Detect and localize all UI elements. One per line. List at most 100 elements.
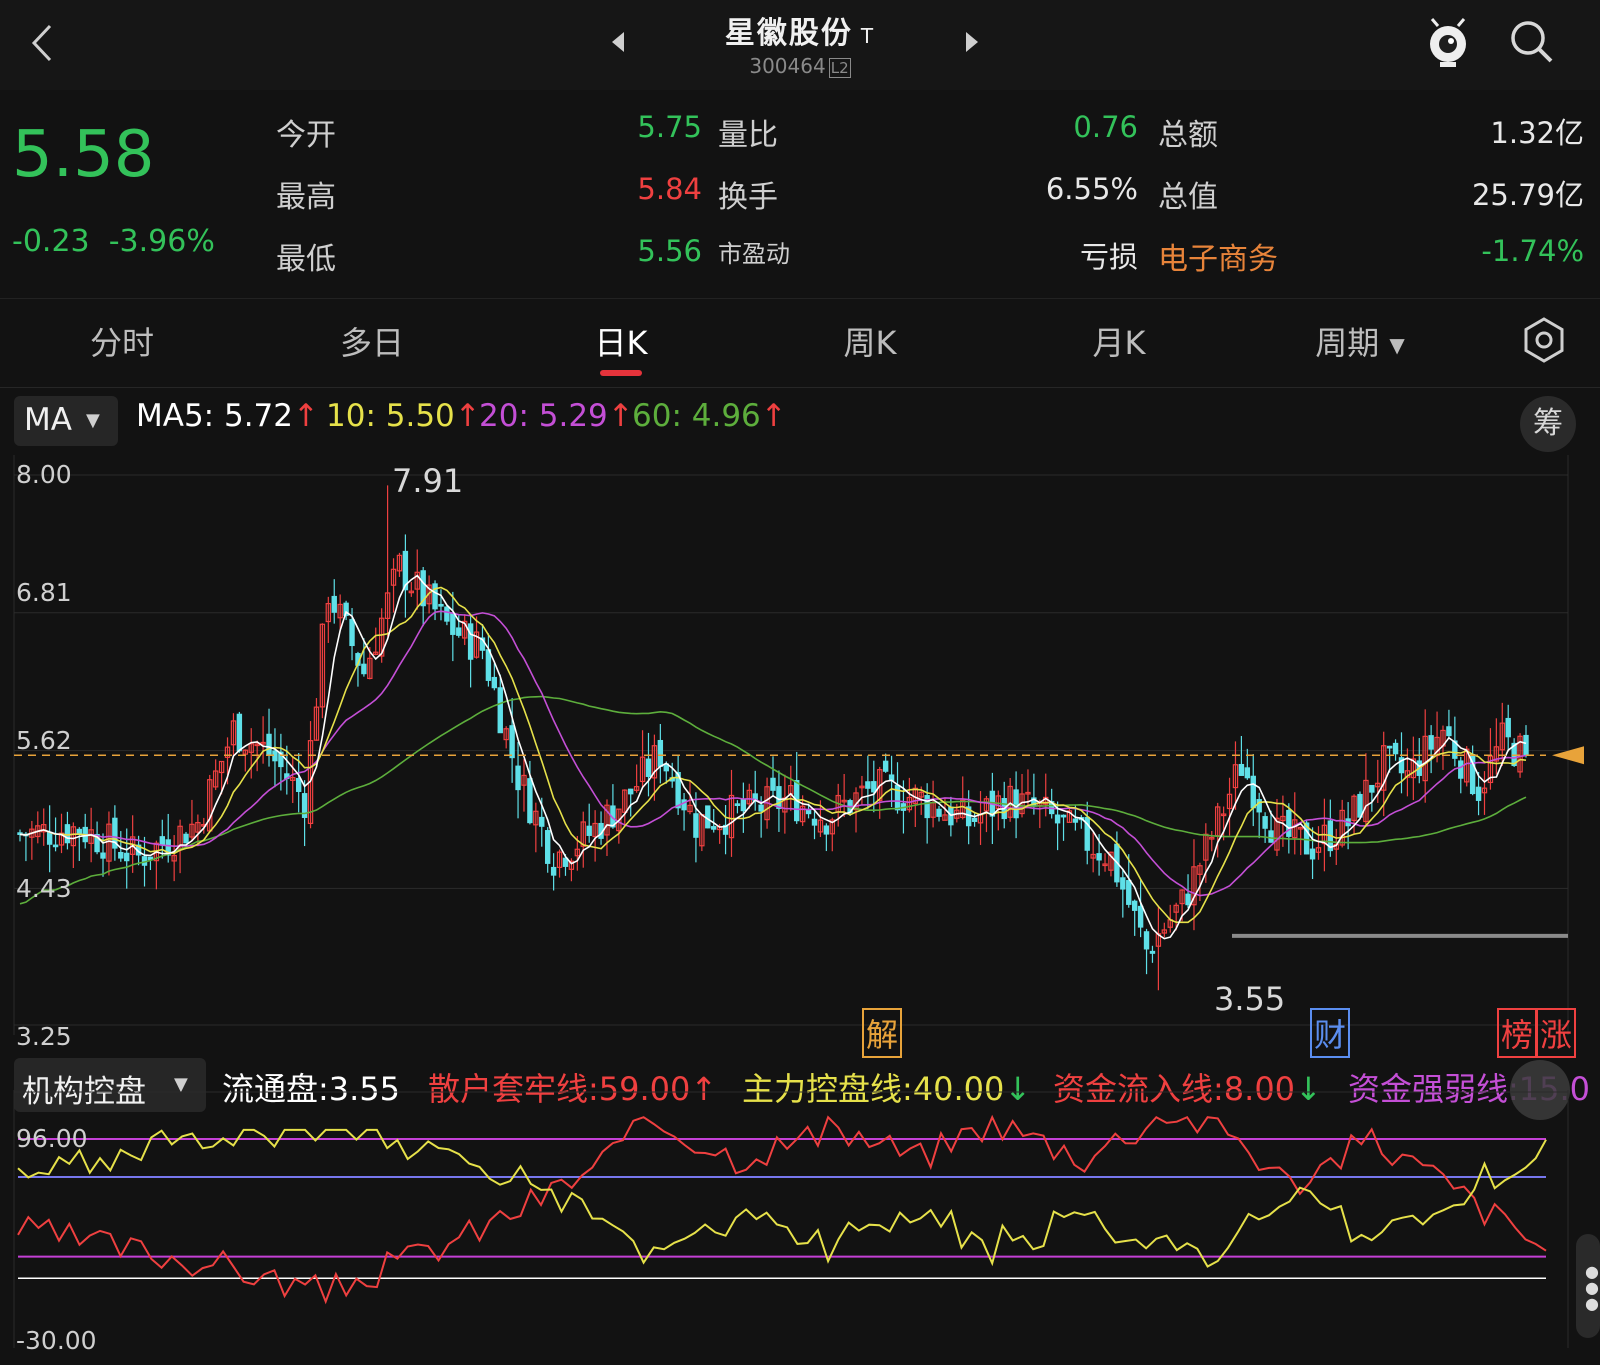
candle-body <box>1274 817 1280 851</box>
tab-weekly-k[interactable]: 周K <box>843 324 897 362</box>
stat-label: 总额 <box>1158 118 1218 153</box>
candle-body <box>1120 877 1126 890</box>
dragon-tiger-badge[interactable]: 榜 <box>1497 1008 1538 1058</box>
candle-body <box>515 765 521 791</box>
candle-body <box>960 799 966 819</box>
candle-body <box>639 756 646 783</box>
candle-body <box>746 789 752 805</box>
tab-daily-k[interactable]: 日K <box>594 324 648 362</box>
candle-body <box>1458 760 1464 779</box>
candle-body <box>1143 931 1150 950</box>
limit-up-badge[interactable]: 涨 <box>1536 1008 1577 1058</box>
stat-value: 25.79亿 <box>1471 178 1584 212</box>
stat-label: 电子商务 <box>1158 242 1278 277</box>
tab-multi-day[interactable]: 多日 <box>339 324 404 362</box>
candle-body <box>1351 795 1357 822</box>
candle-body <box>1250 775 1256 809</box>
candle-body <box>924 795 930 819</box>
candle-body <box>497 687 503 734</box>
candle-body <box>414 571 420 590</box>
ma20-value: 20: 5.29↑ <box>479 398 634 434</box>
candle-body <box>1381 745 1387 791</box>
candle-body <box>592 822 598 838</box>
fund-inflow-line-value: 资金流入线:8.00↓ <box>1053 1070 1322 1108</box>
candle-body <box>1452 740 1458 759</box>
indicator-chart[interactable] <box>0 1090 1600 1365</box>
tab-intraday[interactable]: 分时 <box>89 324 154 362</box>
stat-value: 0.76 <box>1073 110 1138 144</box>
earnings-event-badge[interactable]: 财 <box>1310 1008 1351 1058</box>
candle-body <box>1197 865 1203 875</box>
candle-body <box>396 554 403 572</box>
stat-value: 5.56 <box>637 234 702 268</box>
candle-body <box>1303 822 1310 855</box>
side-handle[interactable]: ● ● ● <box>1576 1234 1600 1338</box>
retail-trap-line-value: 散户套牢线:59.00↑ <box>428 1070 718 1108</box>
candle-body <box>1191 866 1197 906</box>
low-marker-label: 3.55 <box>1214 980 1286 1018</box>
candle-body <box>1428 735 1434 750</box>
candle-body <box>212 770 219 788</box>
stock-title: 星徽股份 T <box>724 16 876 51</box>
active-tab-indicator <box>600 370 642 376</box>
candle-body <box>218 760 225 774</box>
candle-body <box>390 568 397 586</box>
candle-body <box>1054 814 1061 824</box>
prev-stock-icon[interactable] <box>608 30 628 54</box>
candlestick-chart[interactable] <box>0 455 1600 1055</box>
candle-body <box>859 785 865 789</box>
candle-body <box>604 804 610 836</box>
candle-body <box>46 831 53 845</box>
candle-body <box>159 836 165 846</box>
candle-body <box>562 857 569 867</box>
stat-value: 5.84 <box>637 172 702 206</box>
indicator-axis-top: 96.00 <box>16 1124 88 1153</box>
candle-body <box>266 733 272 756</box>
candle-body <box>817 819 824 833</box>
candle-body <box>829 819 835 835</box>
chevron-down-icon: ▼ <box>174 1074 188 1095</box>
candle-body <box>183 833 189 844</box>
robot-assistant-icon[interactable] <box>1424 14 1472 70</box>
candle-body <box>1060 814 1067 818</box>
candle-body <box>574 848 581 857</box>
candle-body <box>1280 815 1286 822</box>
candle-body <box>1137 905 1144 928</box>
tab-period[interactable]: 周期 ▼ <box>1315 324 1405 362</box>
candle-body <box>1226 793 1233 810</box>
candle-body <box>112 817 118 849</box>
stock-code: 300464 L2 <box>749 54 851 78</box>
candle-body <box>521 774 527 786</box>
tab-monthly-k[interactable]: 月K <box>1092 324 1146 362</box>
candle-body <box>295 777 302 793</box>
candle-body <box>1096 853 1102 861</box>
candle-body <box>1108 851 1114 871</box>
candle-body <box>1220 813 1227 817</box>
candle-body <box>675 771 681 809</box>
ma-selector[interactable]: MA ▼ <box>14 396 118 446</box>
candle-body <box>1131 900 1138 911</box>
candle-body <box>384 592 391 619</box>
candle-body <box>811 818 818 826</box>
settings-hexagon-icon[interactable] <box>1520 316 1568 364</box>
candle-body <box>1475 786 1482 801</box>
candle-body <box>906 796 913 811</box>
candle-body <box>195 822 201 833</box>
next-stock-icon[interactable] <box>962 30 982 54</box>
expand-button[interactable] <box>1510 1060 1570 1120</box>
candle-body <box>337 603 343 619</box>
back-icon[interactable] <box>28 22 58 64</box>
candle-body <box>1209 836 1215 840</box>
candle-body <box>633 786 640 791</box>
candle-body <box>628 788 634 795</box>
unlock-event-badge[interactable]: 解 <box>862 1008 903 1058</box>
chip-distribution-button[interactable]: 筹 <box>1520 396 1576 452</box>
ma10-value: 10: 5.50↑ <box>326 398 481 434</box>
search-icon[interactable] <box>1508 18 1556 66</box>
candle-body <box>408 590 415 594</box>
candle-body <box>728 794 735 839</box>
candle-body <box>58 832 65 846</box>
ma60-line <box>19 695 1527 905</box>
candle-body <box>1422 735 1428 782</box>
candle-body <box>331 595 337 613</box>
